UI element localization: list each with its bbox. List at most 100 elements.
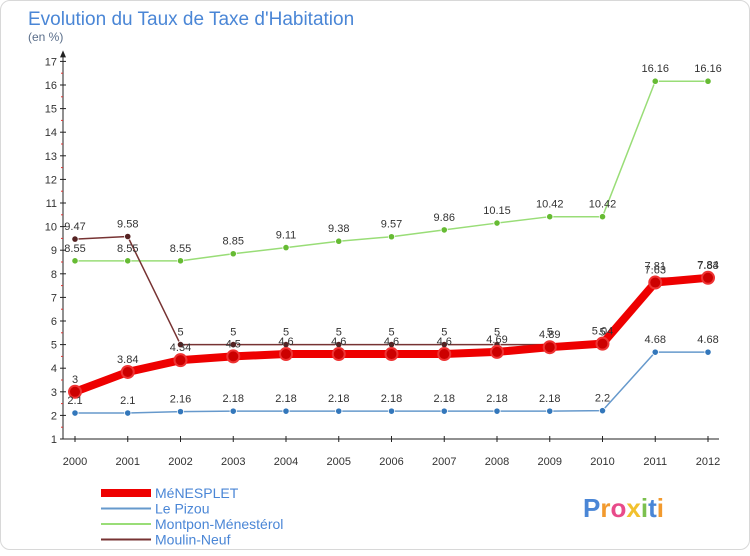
data-label: 10.42 — [536, 199, 564, 211]
data-label: 16.16 — [694, 63, 722, 75]
data-label: 2.18 — [275, 393, 296, 405]
data-label: 2.1 — [120, 395, 135, 407]
data-label: 2.2 — [595, 393, 610, 405]
data-point — [437, 347, 452, 362]
data-point — [490, 344, 504, 359]
y-tick-label: 13 — [45, 151, 57, 163]
logo-letter: P — [583, 493, 600, 523]
data-label: 8.85 — [223, 236, 244, 248]
data-label: 2.18 — [223, 393, 244, 405]
y-tick-label: 2 — [51, 410, 57, 422]
data-label: 9.38 — [328, 223, 349, 235]
data-label: 4.69 — [486, 334, 507, 346]
data-point — [704, 77, 712, 85]
legend-label: Montpon-Ménestérol — [155, 516, 283, 532]
x-tick-label: 2009 — [538, 456, 562, 468]
x-tick-label: 2004 — [274, 456, 298, 468]
data-label: 5 — [177, 327, 183, 339]
series-le-pizou — [71, 348, 712, 417]
data-point — [387, 407, 396, 415]
y-tick-label: 10 — [45, 222, 57, 234]
data-label: 5 — [336, 327, 342, 339]
data-point — [173, 353, 188, 368]
data-label: 7.84 — [697, 260, 718, 272]
data-label: 5 — [599, 327, 605, 339]
y-tick-label: 7 — [51, 292, 57, 304]
x-tick-label: 2010 — [590, 456, 614, 468]
y-tick-label: 3 — [51, 387, 57, 399]
data-point — [71, 409, 79, 417]
data-point — [229, 407, 237, 415]
data-label: 8.55 — [64, 243, 85, 255]
data-label: 16.16 — [641, 63, 669, 75]
data-label: 4.6 — [437, 336, 452, 348]
data-label: 5.04 — [592, 326, 613, 338]
data-label: 4.89 — [539, 329, 560, 341]
data-label: 10.42 — [589, 199, 617, 211]
data-label: 9.58 — [117, 219, 138, 231]
x-tick-label: 2002 — [168, 456, 192, 468]
x-tick-label: 2005 — [327, 456, 351, 468]
data-label: 9.47 — [64, 221, 85, 233]
data-point — [598, 213, 607, 221]
data-point — [71, 235, 79, 243]
data-point — [493, 219, 501, 227]
data-label: 2.18 — [328, 393, 349, 405]
y-tick-label: 17 — [45, 56, 57, 68]
logo-letter: t — [648, 493, 657, 523]
data-point — [120, 364, 135, 379]
data-point — [648, 275, 663, 290]
data-label: 5 — [441, 327, 447, 339]
data-label: 7.81 — [645, 260, 666, 272]
data-labels: 8.55 8.55 8.55 8.85 9.11 9.38 9.57 9.86 10.15 10.… — [64, 63, 721, 407]
x-tick-label: 2006 — [379, 456, 403, 468]
data-label: 4.34 — [170, 342, 191, 354]
series-montpon-m-nest-rol — [71, 77, 712, 265]
data-label: 4.6 — [278, 336, 293, 348]
data-point — [384, 347, 399, 362]
data-label: 7.83 — [697, 260, 718, 272]
logo-letter: i — [641, 493, 648, 523]
data-label: 4.5 — [226, 338, 241, 350]
data-label: 9.57 — [381, 219, 402, 231]
x-tick-label: 2000 — [63, 456, 87, 468]
data-label: 4.6 — [384, 336, 399, 348]
data-point — [282, 244, 290, 252]
data-point — [335, 237, 343, 245]
data-label: 2.1 — [67, 395, 82, 407]
data-point — [595, 336, 610, 351]
legend-label: Moulin-Neuf — [155, 532, 231, 548]
legend-label: Le Pizou — [155, 501, 209, 517]
data-label: 5 — [388, 327, 394, 339]
proxiti-logo: Proxiti — [583, 493, 664, 523]
chart-subtitle: (en %) — [28, 30, 63, 44]
data-label: 7.63 — [645, 265, 666, 277]
data-point — [229, 340, 237, 349]
data-point — [651, 77, 659, 85]
y-tick-label: 16 — [45, 80, 57, 92]
data-label: 10.15 — [483, 205, 511, 217]
data-point — [542, 340, 557, 355]
y-tick-label: 14 — [45, 127, 57, 139]
data-label: 2.18 — [486, 393, 507, 405]
data-label: 2.18 — [539, 393, 560, 405]
data-point — [387, 233, 396, 241]
data-label: 9.11 — [276, 230, 297, 242]
data-point — [440, 226, 448, 234]
data-point — [176, 257, 185, 265]
data-point — [331, 347, 346, 362]
data-label: 4.68 — [697, 334, 718, 346]
data-label: 2.18 — [434, 393, 455, 405]
x-tick-label: 2008 — [485, 456, 509, 468]
data-label: 2.18 — [381, 393, 402, 405]
x-tick-label: 2007 — [432, 456, 456, 468]
data-label: 9.86 — [434, 212, 455, 224]
data-label: 5 — [283, 327, 289, 339]
y-tick-label: 1 — [51, 434, 57, 446]
y-tick-label: 9 — [51, 245, 57, 257]
data-point — [124, 409, 132, 417]
data-point — [598, 407, 607, 415]
